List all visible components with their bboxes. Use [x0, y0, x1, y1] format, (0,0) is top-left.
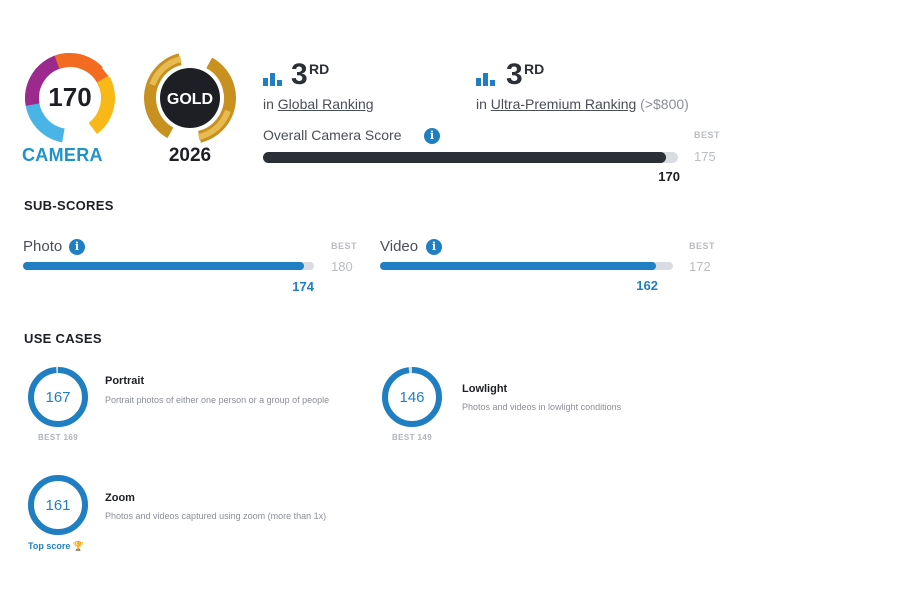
bar-chart-icon [263, 73, 282, 86]
lowlight-description: Photos and videos in lowlight conditions [462, 402, 622, 412]
award-tier: GOLD [167, 91, 213, 108]
video-label: Video [380, 238, 419, 255]
global-ranking-link[interactable]: Global Ranking [277, 96, 374, 112]
video-score-fill [380, 262, 656, 270]
lowlight-title: Lowlight [462, 383, 508, 395]
zoom-score: 161 [45, 497, 70, 514]
photo-label: Photo [23, 238, 63, 255]
photo-best-value: 180 [331, 259, 353, 274]
zoom-top-score: Top score 🏆 [28, 541, 85, 551]
zoom-score-ring: 161 [28, 475, 88, 535]
overall-score-fill [263, 152, 666, 163]
bar-chart-icon [476, 73, 495, 86]
video-score-track [380, 262, 673, 270]
segment-rank-number: 3 [506, 58, 523, 91]
video-best-value: 172 [689, 259, 711, 274]
award-year: 2026 [168, 145, 212, 166]
overall-score-value: 170 [658, 169, 680, 184]
camera-score-value: 170 [48, 82, 91, 112]
camera-score-badge: 170 [24, 52, 115, 143]
lowlight-score-ring: 146 [382, 367, 442, 427]
camera-label: CAMERA [22, 145, 103, 165]
photo-score-track [23, 262, 314, 270]
segment-rank-caption: in Ultra-Premium Ranking (>$800) [476, 96, 689, 112]
zoom-description: Photos and videos captured using zoom (m… [105, 511, 327, 521]
info-icon[interactable]: i [69, 239, 85, 255]
gold-award-badge: GOLD [144, 52, 236, 144]
overall-best-value: 175 [694, 149, 716, 164]
ultra-premium-ranking-link[interactable]: Ultra-Premium Ranking [490, 96, 637, 112]
video-best-label: BEST [689, 241, 716, 251]
overall-score-track [263, 152, 678, 163]
lowlight-best: BEST 149 [391, 433, 433, 442]
subscores-heading: SUB-SCORES [24, 198, 114, 213]
portrait-description: Portrait photos of either one person or … [105, 395, 330, 405]
portrait-title: Portrait [105, 375, 145, 387]
global-rank-number: 3 [291, 58, 308, 91]
zoom-title: Zoom [105, 492, 135, 504]
portrait-best: BEST 169 [37, 433, 79, 442]
photo-score-value: 174 [292, 279, 314, 294]
overall-score-label: Overall Camera Score [263, 127, 402, 143]
info-icon[interactable]: i [424, 128, 440, 144]
use-cases-heading: USE CASES [24, 331, 102, 346]
global-rank-caption: in Global Ranking [263, 96, 374, 112]
portrait-score-ring: 167 [28, 367, 88, 427]
overall-best-label: BEST [694, 130, 721, 140]
portrait-score: 167 [45, 389, 70, 406]
info-icon[interactable]: i [426, 239, 442, 255]
video-score-value: 162 [636, 278, 658, 293]
segment-rank-suffix: RD [524, 61, 545, 77]
global-rank-suffix: RD [309, 61, 330, 77]
photo-best-label: BEST [331, 241, 358, 251]
lowlight-score: 146 [399, 389, 424, 406]
trophy-icon: 🏆 [72, 541, 85, 551]
photo-score-fill [23, 262, 305, 270]
